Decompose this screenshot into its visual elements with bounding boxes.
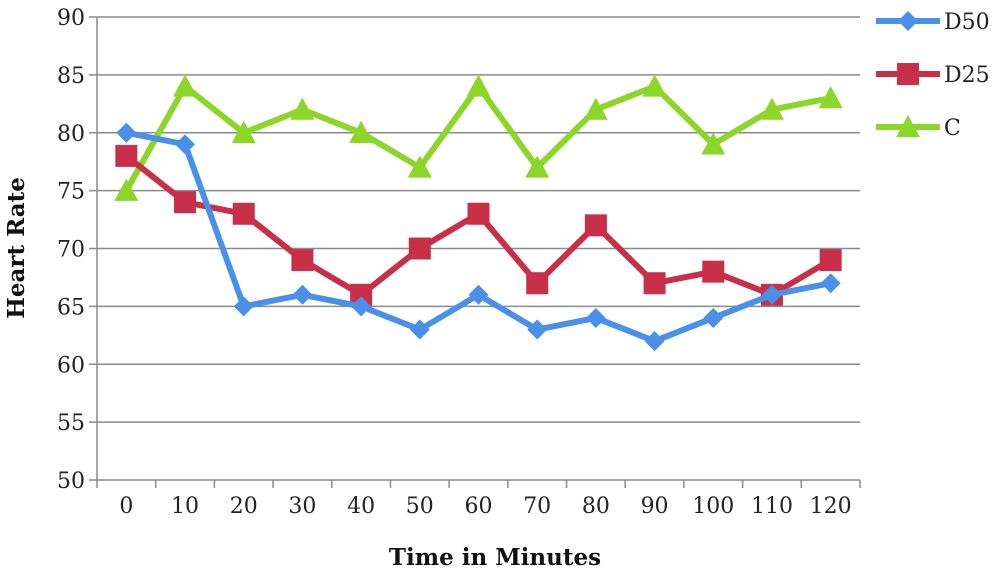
data-point xyxy=(351,296,372,317)
data-point xyxy=(467,202,490,225)
legend-item-d50: D50 xyxy=(876,10,990,35)
x-tick-label: 80 xyxy=(582,494,610,519)
data-point xyxy=(231,120,256,143)
data-point xyxy=(526,272,549,295)
data-point xyxy=(584,214,607,237)
series-c xyxy=(114,74,843,201)
y-tick-labels: 50 55 60 65 70 75 80 85 90 xyxy=(57,6,85,494)
data-point xyxy=(173,74,198,97)
legend-label: C xyxy=(944,116,961,141)
x-tick-label: 0 xyxy=(119,494,133,519)
series-d50 xyxy=(116,122,841,352)
y-axis-title: Heart Rate xyxy=(3,177,30,319)
data-point xyxy=(759,97,784,120)
series-line xyxy=(125,129,832,345)
data-point xyxy=(407,155,432,178)
data-point xyxy=(643,272,666,295)
x-tick-label: 30 xyxy=(288,494,316,519)
legend-marker xyxy=(896,115,920,138)
data-point xyxy=(350,283,373,306)
axes xyxy=(96,17,861,488)
data-point xyxy=(703,307,724,328)
data-point xyxy=(116,122,137,143)
data-point xyxy=(525,155,550,178)
data-point xyxy=(291,249,314,272)
x-tick-label: 20 xyxy=(230,494,258,519)
data-point xyxy=(292,284,313,305)
x-tick-label: 90 xyxy=(641,494,669,519)
y-tick-label: 65 xyxy=(57,295,85,320)
series-d25 xyxy=(115,144,842,306)
data-point xyxy=(349,120,374,143)
x-axis-title: Time in Minutes xyxy=(389,544,601,571)
x-tick-label: 50 xyxy=(406,494,434,519)
data-point xyxy=(466,74,491,97)
data-point xyxy=(702,260,725,283)
legend-label: D25 xyxy=(944,63,990,88)
y-tick-label: 90 xyxy=(57,6,85,31)
x-tick-label: 60 xyxy=(465,494,493,519)
legend-marker xyxy=(897,63,919,85)
data-point xyxy=(527,319,548,340)
series-group xyxy=(114,74,843,352)
y-tick-label: 50 xyxy=(57,469,85,494)
data-point xyxy=(761,284,782,305)
y-tick-label: 55 xyxy=(57,411,85,436)
data-point xyxy=(642,74,667,97)
data-point xyxy=(290,97,315,120)
data-point xyxy=(233,296,254,317)
data-point xyxy=(409,319,430,340)
data-point xyxy=(820,273,841,294)
legend-item-d25: D25 xyxy=(876,63,990,88)
x-tick-label: 70 xyxy=(523,494,551,519)
data-point xyxy=(585,307,606,328)
data-point xyxy=(174,191,197,214)
x-tick-label: 10 xyxy=(171,494,199,519)
data-point xyxy=(408,237,431,260)
x-tick-labels: 0 10 20 30 40 50 60 70 80 90 100 110 120 xyxy=(119,494,851,519)
data-point xyxy=(232,202,255,225)
data-point xyxy=(114,178,139,201)
y-tick-label: 80 xyxy=(57,122,85,147)
series-line xyxy=(123,83,832,193)
y-tick-label: 75 xyxy=(57,180,85,205)
data-point xyxy=(701,132,726,155)
y-tick-label: 85 xyxy=(57,64,85,89)
data-point xyxy=(818,86,843,109)
y-tick-label: 60 xyxy=(57,353,85,378)
legend-label: D50 xyxy=(944,10,990,35)
data-point xyxy=(468,284,489,305)
data-point xyxy=(819,249,842,272)
x-tick-label: 40 xyxy=(347,494,375,519)
x-tick-label: 110 xyxy=(751,494,793,519)
legend-item-c: C xyxy=(876,115,961,141)
x-tick-label: 100 xyxy=(692,494,734,519)
x-tick-label: 120 xyxy=(810,494,852,519)
data-point xyxy=(115,144,138,167)
data-point xyxy=(583,97,608,120)
data-point xyxy=(644,331,665,352)
y-tick-label: 70 xyxy=(57,238,85,263)
legend-marker xyxy=(898,11,918,31)
data-point xyxy=(175,134,196,155)
legend: D50 D25 C xyxy=(876,10,990,141)
